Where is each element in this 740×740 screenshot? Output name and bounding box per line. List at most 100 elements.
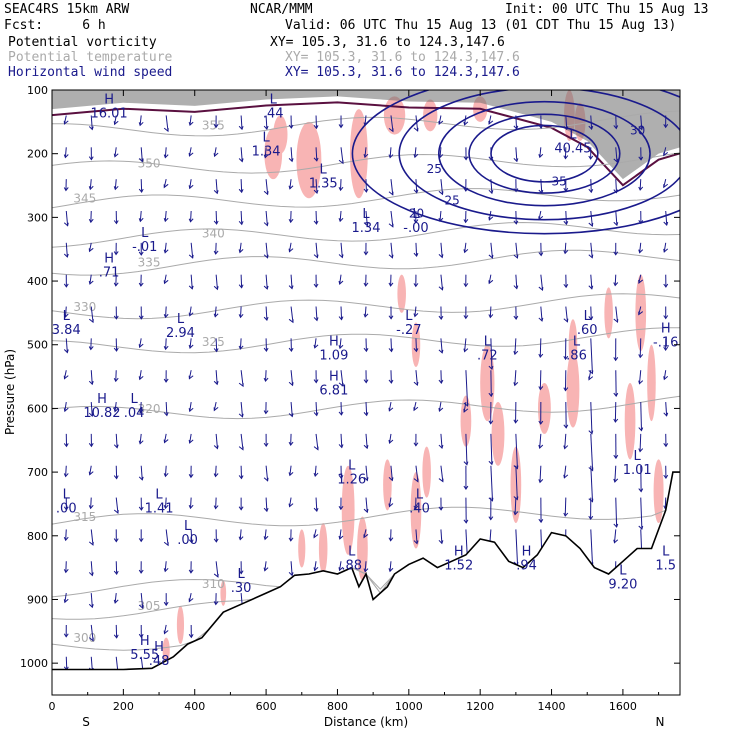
wind-vector-head [188,407,194,413]
wind-vector-head [663,346,669,352]
wind-vector-head [413,478,419,483]
wind-vector [114,593,117,603]
pv-shade [296,121,322,199]
wind-vector [114,179,117,190]
wind-vector [590,274,593,289]
pv-shade [397,274,406,313]
wind-vector-head [288,381,294,387]
wind-vector [265,274,268,290]
wind-vector [164,561,167,572]
wind-vector-head [238,475,244,480]
wind-vector-head [163,249,169,254]
pv-extremum-kind: H [329,370,339,385]
wind-vector-head [63,349,69,354]
pv-extremum-kind: L [155,487,163,502]
wind-vector [490,465,493,501]
wind-vector-head [463,519,469,524]
wind-vector-head [313,344,319,349]
wind-vector-head [638,279,644,284]
wind-vector [215,433,218,449]
pv-extremum-value: 1.34 [352,221,381,236]
wind-vector-head [663,183,669,189]
pv-extremum-value: -.27 [396,323,421,338]
wind-vector [639,179,642,191]
wind-vector-head [238,570,244,575]
wind-vector [189,338,192,349]
wind-vector-head [638,186,644,191]
wind-vector-head [263,567,269,572]
wind-vector [514,338,517,355]
wind-vector [189,115,192,126]
wind-vector [464,242,467,253]
wind-vector [64,593,67,603]
y-tick-label: 400 [27,275,48,288]
wind-vector-head [138,217,144,223]
wind-vector [389,147,392,158]
wind-speed-label: 20 [409,206,424,220]
wind-speed-label: 25 [427,162,442,176]
theta-contour [52,152,680,174]
pv-shade [273,115,288,154]
wind-vector-head [313,507,319,513]
wind-vector [440,179,444,195]
wind-vector [215,179,218,194]
wind-vector-head [238,345,244,350]
wind-vector [265,497,268,512]
wind-speed-label: 30 [630,124,645,138]
wind-vector-head [63,187,69,192]
legend-pv-xy: XY= 105.3, 31.6 to 124.3,147.6 [270,35,505,50]
wind-vector-head [113,185,119,191]
wind-vector-head [463,485,469,490]
pv-extremum-value: -.01 [132,240,157,255]
wind-vector-head [563,512,569,517]
wind-vector-head [88,280,94,285]
wind-vector [115,497,119,514]
wind-vector-head [488,189,494,195]
north-label: N [656,715,665,729]
pv-extremum-value: -.16 [653,336,678,351]
plot-frame [51,89,681,696]
wind-vector [665,210,668,226]
wind-vector-head [338,186,344,192]
wind-vector-head [613,357,619,362]
wind-vector [239,338,242,349]
wind-vector [265,179,269,195]
wind-vector-head [463,283,469,288]
wind-vector [364,561,367,572]
wind-vector-head [188,569,194,574]
wind-vector-head [438,120,444,125]
pv-extremum-kind: L [63,309,71,324]
wind-vector-head [113,509,119,514]
pv-extremum-value: 1.26 [337,473,366,488]
wind-vector-head [388,439,394,444]
wind-vector-head [613,189,619,194]
wind-vector-head [238,188,244,194]
wind-vector-head [363,444,369,450]
pv-extremum-kind: L [405,309,413,324]
theta-contour-label: 330 [73,300,96,314]
pv-extremum-value: 40.45 [554,142,591,157]
pv-extremum-kind: H [154,640,164,655]
wind-vector-head [238,249,244,254]
wind-vector-head [113,538,119,543]
wind-vector-head [313,472,319,477]
wind-vector [214,306,217,317]
wind-vector-head [613,251,619,256]
wind-vector-head [288,185,294,190]
wind-vector-head [338,535,344,540]
wind-vector-head [338,566,344,572]
valid-time: Valid: 06 UTC Thu 15 Aug 13 (01 CDT Thu … [285,18,677,33]
wind-vector [164,210,167,222]
wind-vector-head [88,318,94,324]
pv-extremum-kind: H [522,545,532,560]
wind-vector-head [488,516,494,521]
wind-vector [415,529,418,544]
wind-vector-head [363,534,369,539]
wind-vector-head [338,411,344,416]
pv-extremum-value: .71 [99,266,120,281]
wind-vector-head [588,515,594,521]
wind-vector-head [263,507,269,513]
theta-contour [52,293,680,320]
wind-vector [564,433,567,449]
